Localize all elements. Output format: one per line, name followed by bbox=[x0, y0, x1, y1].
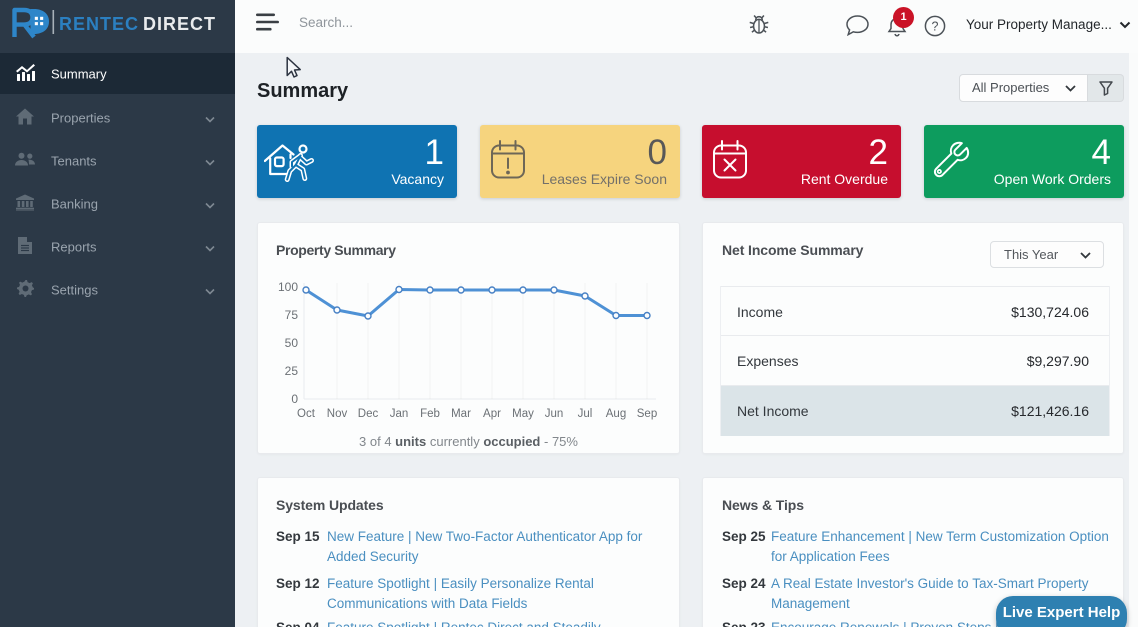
svg-text:Feb: Feb bbox=[420, 408, 440, 420]
svg-text:DIRECT: DIRECT bbox=[143, 14, 216, 34]
svg-text:0: 0 bbox=[291, 392, 298, 406]
svg-text:May: May bbox=[512, 408, 534, 420]
svg-text:Jul: Jul bbox=[578, 408, 593, 420]
svg-text:Dec: Dec bbox=[358, 408, 379, 420]
svg-text:100: 100 bbox=[278, 280, 298, 294]
svg-text:50: 50 bbox=[285, 336, 299, 350]
svg-text:Sep: Sep bbox=[637, 408, 657, 420]
svg-text:Nov: Nov bbox=[327, 408, 348, 420]
svg-text:Jan: Jan bbox=[390, 408, 409, 420]
svg-text:75: 75 bbox=[285, 308, 299, 322]
svg-text:Mar: Mar bbox=[451, 408, 471, 420]
svg-text:Oct: Oct bbox=[297, 408, 316, 420]
svg-text:Jun: Jun bbox=[545, 408, 564, 420]
svg-text:RENTEC: RENTEC bbox=[59, 14, 139, 34]
svg-text:Aug: Aug bbox=[606, 408, 626, 420]
svg-text:?: ? bbox=[932, 20, 939, 34]
svg-text:25: 25 bbox=[285, 364, 299, 378]
svg-text:Apr: Apr bbox=[483, 408, 501, 420]
